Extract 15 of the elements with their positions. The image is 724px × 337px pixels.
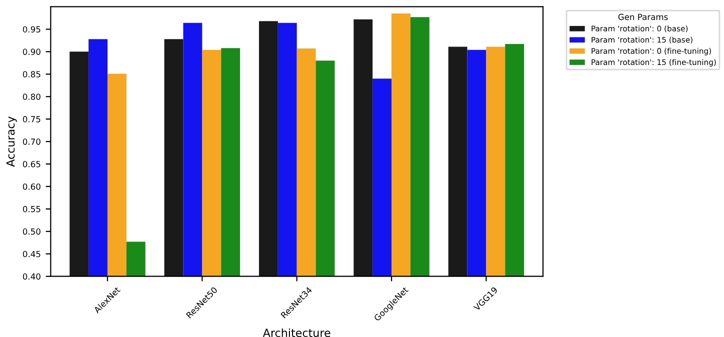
- y-tick-label: 0.95: [22, 26, 40, 32]
- y-tick-label: 0.55: [22, 206, 40, 212]
- y-tick-label: 0.70: [22, 138, 40, 145]
- y-tick-label: 0.85: [22, 71, 40, 78]
- y-axis-title: Accuracy: [6, 116, 17, 167]
- x-axis-title: Architecture: [262, 328, 330, 337]
- y-tick-label: 0.45: [22, 250, 40, 258]
- y-tick-label: 0.75: [22, 116, 40, 122]
- y-tick-label: 0.40: [22, 273, 40, 280]
- y-tick-label: 0.60: [22, 183, 40, 190]
- y-tick-label: 0.80: [22, 94, 40, 100]
- legend-title: Gen Params: [618, 14, 668, 20]
- y-tick-label: 0.65: [22, 160, 40, 168]
- y-tick-label: 0.50: [22, 228, 40, 235]
- y-tick-label: 0.90: [22, 48, 40, 55]
